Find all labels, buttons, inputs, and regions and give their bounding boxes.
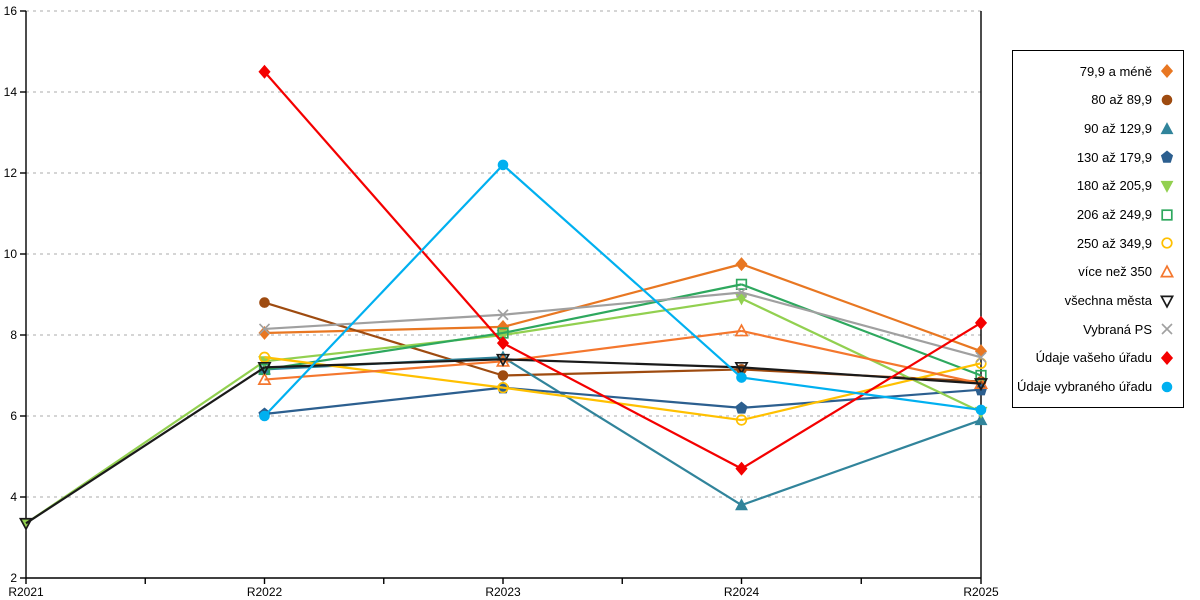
x-tick-label: R2023 (485, 585, 521, 599)
y-tick-label: 16 (4, 4, 18, 18)
y-tick-label: 8 (10, 328, 17, 342)
legend-label: Údaje vybraného úřadu (1017, 379, 1153, 395)
circle-legend-marker-icon (1161, 94, 1173, 106)
series-250-a-349-9 (258, 351, 987, 426)
series-v-ce-ne-350 (257, 323, 989, 390)
x-tick-label: R2024 (724, 585, 760, 599)
legend-label: Vybraná PS (1083, 321, 1152, 337)
legend-item: 130 až 179,9 (1017, 145, 1175, 169)
legend-item: 80 až 89,9 (1017, 88, 1175, 112)
y-tick-label: 12 (4, 166, 18, 180)
legend-item: všechna města (1017, 289, 1175, 313)
y-tick-label: 4 (10, 490, 17, 504)
legend-item: 90 až 129,9 (1017, 117, 1175, 141)
legend-label: 80 až 89,9 (1091, 92, 1152, 108)
triangle-down-legend-marker-icon (1159, 295, 1175, 309)
legend-item: Údaje vašeho úřadu (1017, 346, 1175, 370)
x-tick-label: R2022 (247, 585, 283, 599)
series-80-a-89-9 (259, 297, 987, 387)
triangle-up-legend-marker-icon (1159, 264, 1175, 278)
triangle-up-legend-marker-icon (1160, 121, 1174, 134)
series--daje-vybran-ho-adu (259, 159, 987, 422)
legend-item: 206 až 249,9 (1017, 203, 1175, 227)
y-tick-label: 6 (10, 409, 17, 423)
chart-legend: 79,9 a méně 80 až 89,9 90 až 129,9 130 až 1… (1012, 50, 1184, 408)
square-legend-marker-icon (1161, 208, 1173, 221)
y-tick-label: 2 (10, 571, 17, 585)
legend-item: 250 až 349,9 (1017, 231, 1175, 255)
legend-item: 79,9 a méně (1017, 59, 1175, 83)
legend-label: 206 až 249,9 (1076, 207, 1152, 223)
series-v-echna-m-sta (18, 353, 989, 531)
y-tick-label: 10 (4, 247, 18, 261)
legend-item: 180 až 205,9 (1017, 174, 1175, 198)
diamond-legend-marker-icon (1160, 64, 1174, 79)
series--daje-va-eho-adu (258, 64, 988, 476)
series-79-9-a-m-n- (258, 257, 988, 359)
legend-label: 250 až 349,9 (1076, 235, 1152, 251)
legend-label: 180 až 205,9 (1076, 178, 1152, 194)
x-legend-marker-icon (1161, 323, 1173, 335)
circle-legend-marker-icon (1161, 381, 1173, 392)
legend-label: více než 350 (1078, 264, 1152, 280)
pentagon-legend-marker-icon (1160, 150, 1174, 163)
circle-legend-marker-icon (1161, 237, 1173, 249)
legend-item: Vybraná PS (1017, 317, 1175, 341)
x-tick-label: R2021 (8, 585, 44, 599)
triangle-down-legend-marker-icon (1160, 180, 1174, 193)
line-chart: 2 4 6 8 10 12 14 16 R2021 R2022 R2023 R2024 R2025 (4, 4, 999, 599)
x-tick-label: R2025 (963, 585, 999, 599)
y-tick-label: 14 (4, 85, 18, 99)
legend-label: 79,9 a méně (1079, 63, 1152, 79)
legend-label: 130 až 179,9 (1076, 149, 1152, 165)
legend-label: 90 až 129,9 (1084, 121, 1152, 137)
legend-item: více než 350 (1017, 260, 1175, 284)
legend-label: všechna města (1064, 293, 1152, 309)
series-90-a-129-9 (258, 350, 988, 511)
legend-label: Údaje vašeho úřadu (1035, 350, 1152, 366)
series-vybran-ps (258, 286, 987, 363)
legend-item: Údaje vybraného úřadu (1017, 375, 1175, 399)
diamond-legend-marker-icon (1160, 350, 1174, 365)
